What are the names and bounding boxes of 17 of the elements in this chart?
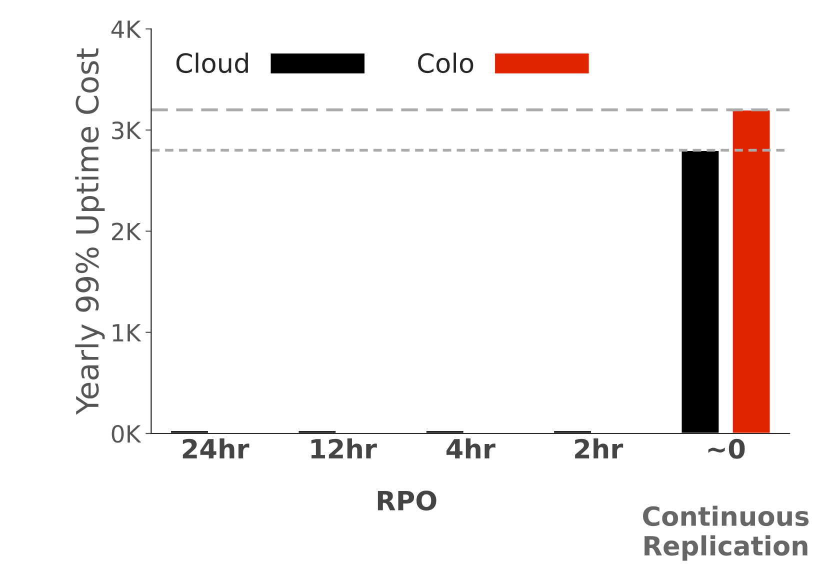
x-tick-label: 4hr — [446, 438, 496, 458]
y-tick-label: 4K — [111, 20, 142, 38]
bar — [680, 150, 720, 434]
x-tick-label: 12hr — [311, 438, 377, 458]
y-axis-title: Yearly 99% Uptime Cost — [75, 48, 105, 415]
x-tick-label: 24hr — [182, 438, 250, 458]
bar — [731, 109, 772, 434]
x-tick-label: 2hr — [575, 438, 624, 458]
x-tick-label: ~0 — [708, 438, 745, 459]
x-axis-title: RPO — [378, 490, 436, 511]
y-tick-label: 1K — [112, 324, 142, 342]
y-tick-label: 3K — [112, 121, 142, 140]
legend-label: Cloud — [176, 52, 248, 74]
y-tick-label: 2K — [112, 222, 142, 240]
text: Continuous Replication — [643, 506, 809, 561]
y-tick-label: 0K — [112, 424, 142, 443]
legend-label: Colo — [418, 52, 474, 74]
